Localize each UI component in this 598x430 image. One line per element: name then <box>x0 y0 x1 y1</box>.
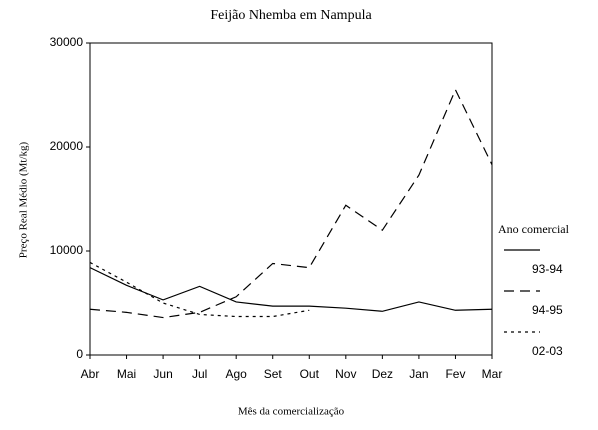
y-axis-label: Preço Real Médio (Mt/kg) <box>18 141 30 258</box>
y-tick-label: 20000 <box>50 139 84 153</box>
x-tick-label: Mai <box>117 367 136 381</box>
y-tick-label: 10000 <box>50 243 84 257</box>
y-tick-label: 30000 <box>50 35 84 49</box>
chart-title: Feijão Nhemba em Nampula <box>210 8 372 23</box>
x-tick-label: Set <box>264 367 283 381</box>
legend-title: Ano comercial <box>498 222 570 236</box>
legend-label: 93-94 <box>532 262 563 276</box>
plot-frame <box>89 42 493 356</box>
series-line <box>89 261 310 318</box>
x-tick-label: Mar <box>482 367 503 381</box>
y-tick-label: 0 <box>76 347 83 361</box>
x-tick-label: Ago <box>226 367 248 381</box>
x-tick-label: Jan <box>409 367 428 381</box>
x-tick-label: Out <box>300 367 320 381</box>
legend-label: 02-03 <box>532 344 563 358</box>
x-tick-label: Jun <box>153 367 172 381</box>
series-line <box>89 267 493 312</box>
series-line <box>89 88 493 319</box>
x-tick-label: Fev <box>445 367 465 381</box>
x-axis-label: Mês da comercialização <box>238 406 345 418</box>
x-tick-label: Jul <box>192 367 207 381</box>
x-tick-label: Abr <box>81 367 100 381</box>
x-tick-label: Dez <box>372 367 393 381</box>
x-tick-label: Nov <box>335 367 356 381</box>
legend-label: 94-95 <box>532 303 563 317</box>
